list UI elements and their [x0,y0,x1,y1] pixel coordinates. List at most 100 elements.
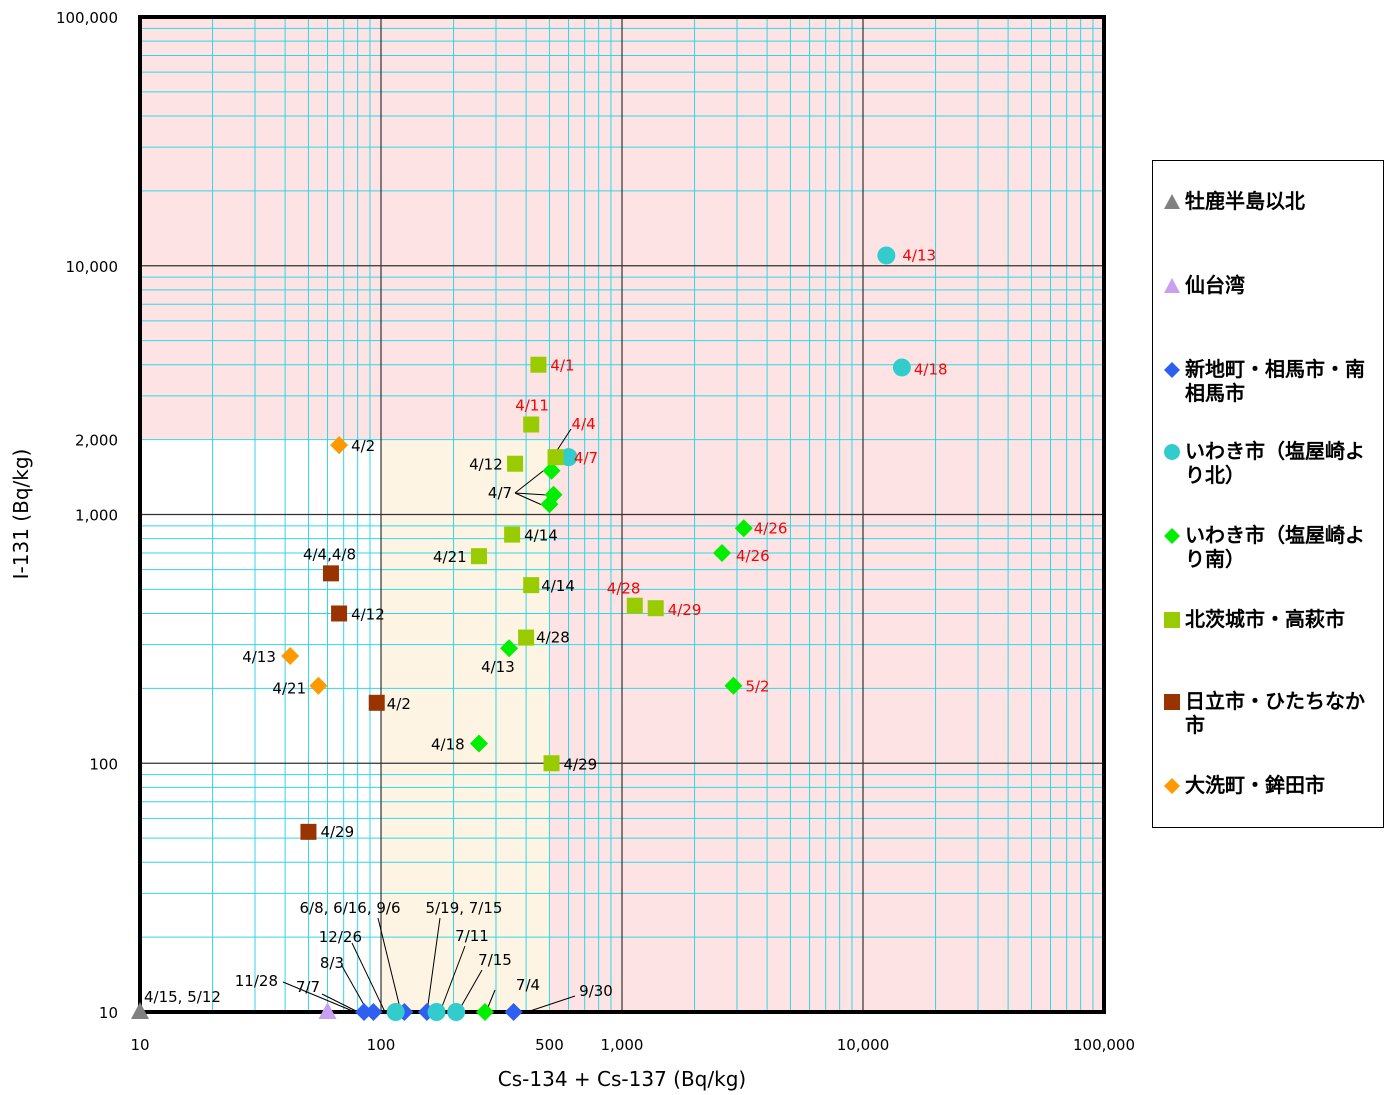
point-label: 4/18 [914,360,948,378]
point-label: 4/13 [902,246,936,264]
x-axis-title: Cs-134 + Cs-137 (Bq/kg) [498,1067,746,1091]
point-label: 4/21 [433,548,467,566]
point-label: 4/14 [524,527,558,545]
data-point [507,455,524,472]
leader-line [526,995,576,1013]
annotations: 4/15, 5/12 11/28 7/78/3 12/26 6/8, 6/16, 9/6… [144,449,613,1006]
point-label: 4/26 [754,519,788,537]
leader-line [514,470,544,494]
legend-label: 仙台湾 [1185,273,1245,297]
point-label: 4/26 [736,547,770,565]
data-point [523,416,540,433]
data-point [318,1002,337,1019]
triangle-marker-icon [1164,278,1180,293]
legend-item: 仙台湾 [1163,273,1378,297]
annotation-label: 8/3 [320,954,344,972]
annotation-label: 7/15 [478,951,512,969]
point-label: 4/29 [564,755,598,773]
point-label: 4/28 [607,580,641,598]
x-tick-label: 500 [535,1036,564,1054]
point-label: 4/29 [320,823,354,841]
data-point [523,577,540,594]
data-point [626,597,643,614]
annotation-label: 5/19, 7/15 [426,899,503,917]
data-point [427,1003,446,1021]
legend-item: 牡鹿半島以北 [1163,189,1378,213]
data-point [475,1003,494,1021]
data-point [447,1003,466,1021]
square-marker-icon [1164,694,1180,710]
leader-line [282,981,356,1013]
annotation-label: 4/7 [574,449,598,467]
data-point [331,605,348,622]
tick-labels: 10 100 500 1,000 10,000 100,000 10 100 1,000 2,00… [56,9,1135,1054]
leader-lines [282,428,576,1013]
plot-frame [138,15,1106,1014]
point-label: 4/18 [431,736,465,754]
annotation-label: 7/7 [296,978,320,996]
y-tick-label: 10,000 [66,258,119,276]
data-point [877,246,896,265]
point-label: 5/2 [745,678,769,696]
annotation-label: 7/4 [516,976,540,994]
circle-marker-icon [1164,444,1180,460]
legend-item: 大洗町・鉾田市 [1163,773,1378,797]
y-tick-label: 1,000 [75,507,118,525]
legend-label: 新地町・相馬市・南相馬市 [1185,357,1365,405]
point-labels: 4/13 4/18 4/18 4/13 4/26 4/26 5/2 4/1 4/11 4/4 4/1… [242,246,947,840]
x-tick-label: 1,000 [601,1036,644,1054]
legend-item: いわき市（塩屋崎より北） [1163,439,1378,487]
triangle-marker-icon [1164,194,1180,209]
data-point [330,436,349,455]
point-label: 4/13 [242,648,276,666]
point-label: 4/12 [351,605,385,623]
leader-line [377,917,402,1013]
diamond-marker-icon [1164,778,1180,794]
legend-label: 北茨城市・高萩市 [1185,607,1345,631]
point-label: 4/12 [469,456,503,474]
annotation-label: 6/8, 6/16, 9/6 [299,899,400,917]
leader-line [439,945,466,1013]
y-axis-title: I-131 (Bq/kg) [9,449,33,580]
square-marker-icon [1164,612,1180,628]
legend-label: 牡鹿半島以北 [1185,189,1305,213]
data-point [300,823,317,840]
point-label: 4/2 [351,437,375,455]
data-point [281,646,300,665]
legend-item: 新地町・相馬市・南相馬市 [1163,357,1378,405]
point-label: 4/1 [550,357,574,375]
annotation-label: 11/28 [235,972,278,990]
data-point [364,1003,383,1021]
legend-label: 大洗町・鉾田市 [1185,773,1325,797]
data-point [647,600,664,617]
legend-label: いわき市（塩屋崎より南） [1185,523,1365,571]
data-point [504,526,521,543]
legend-item: 北茨城市・高萩市 [1163,607,1378,631]
legend-label: いわき市（塩屋崎より北） [1185,439,1365,487]
data-point [542,461,561,480]
data-point [547,449,564,466]
data-point [469,734,488,753]
leader-line [555,428,572,453]
annotation-label: 12/26 [319,928,362,946]
point-label: 4/4 [572,415,596,433]
data-point [368,694,385,711]
y-tick-label: 100,000 [56,9,118,27]
data-point [386,1003,405,1021]
data-point [540,495,559,514]
annotation-label: 7/11 [455,927,489,945]
annotation-label: 4/7 [488,484,512,502]
x-tick-label: 100,000 [1073,1036,1135,1054]
y-tick-label: 10 [99,1004,118,1022]
point-label: 4/28 [536,629,570,647]
shaded-region [549,439,1104,1012]
data-point [734,519,753,538]
point-label: 4/21 [272,680,306,698]
data-point [354,1003,373,1021]
data-points [131,246,911,1021]
legend-label: 日立市・ひたちなか市 [1185,689,1365,737]
data-point [322,565,339,582]
y-tick-label: 100 [89,755,118,773]
data-point [131,1002,149,1019]
data-point [713,544,732,563]
